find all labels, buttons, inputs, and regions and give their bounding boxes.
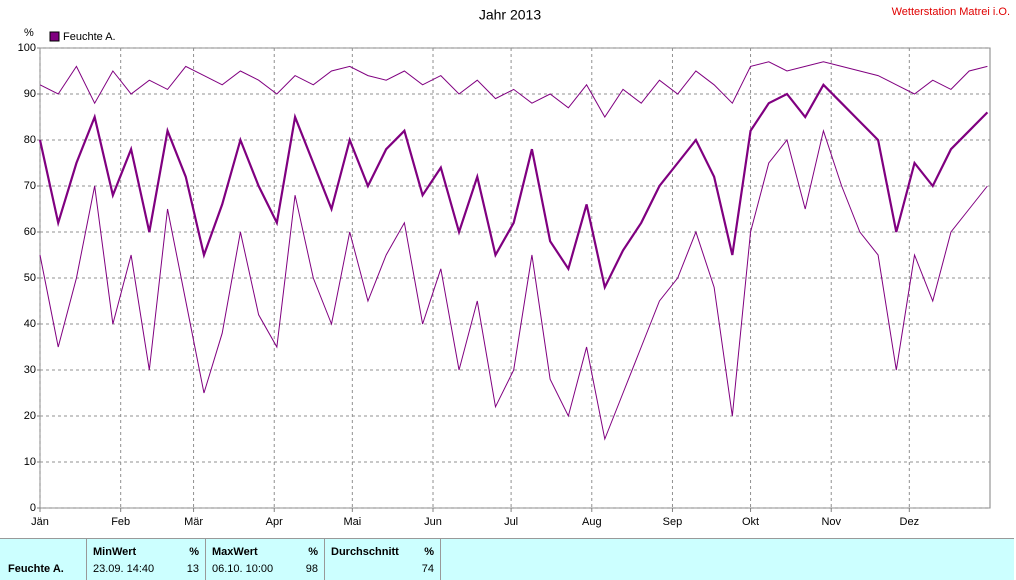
max-cell: MaxWert % 06.10. 10:00 98 [206,539,325,580]
x-tick-label: Jän [31,516,49,528]
min-title: MinWert [93,546,137,558]
avg-value: 74 [421,563,434,575]
x-tick-label: Sep [663,516,683,528]
x-tick-label: Jun [424,516,442,528]
y-axis-label: % [24,27,34,39]
min-value: 13 [186,563,199,575]
x-tick-label: Apr [266,516,283,528]
y-tick-label: 10 [24,456,36,468]
min-unit: % [189,546,199,558]
station-name: Wetterstation Matrei i.O. [892,6,1010,18]
avg-unit: % [424,546,434,558]
max-title: MaxWert [212,546,258,558]
x-tick-label: Mär [184,516,203,528]
x-tick-label: Nov [821,516,841,528]
min-date: 23.09. 14:40 [93,563,155,575]
y-tick-label: 60 [24,226,36,238]
x-tick-label: Mai [343,516,361,528]
y-tick-label: 20 [24,410,36,422]
avg-title: Durchschnitt [331,546,399,558]
min-line [39,128,988,441]
x-tick-label: Dez [900,516,920,528]
y-tick-label: 30 [24,364,36,376]
y-tick-label: 90 [24,88,36,100]
legend-swatch [49,31,60,42]
y-tick-label: 70 [24,180,36,192]
min-cell: MinWert % 23.09. 14:40 13 [87,539,206,580]
legend-label: Feuchte A. [63,31,116,43]
chart: Jahr 2013 Wetterstation Matrei i.O. % 0 1… [18,6,1010,528]
mean-line [38,82,989,291]
x-tick-label: Jul [504,516,518,528]
max-line [39,61,988,118]
y-tick-label: 40 [24,318,36,330]
stats-label-cell: Feuchte A. [0,539,87,580]
max-date: 06.10. 10:00 [212,563,274,575]
y-tick-label: 0 [30,502,36,514]
x-tick-label: Feb [111,516,130,528]
x-tick-label: Okt [742,516,759,528]
max-value: 98 [305,563,318,575]
chart-title: Jahr 2013 [479,7,541,23]
max-unit: % [308,546,318,558]
y-tick-label: 100 [18,42,36,54]
y-tick-label: 50 [24,272,36,284]
y-tick-label: 80 [24,134,36,146]
avg-cell: Durchschnitt % 74 [325,539,441,580]
x-tick-label: Aug [582,516,602,528]
stats-table: Feuchte A. MinWert % 23.09. 14:40 13 Max… [0,538,1014,580]
stats-label: Feuchte A. [8,563,64,575]
